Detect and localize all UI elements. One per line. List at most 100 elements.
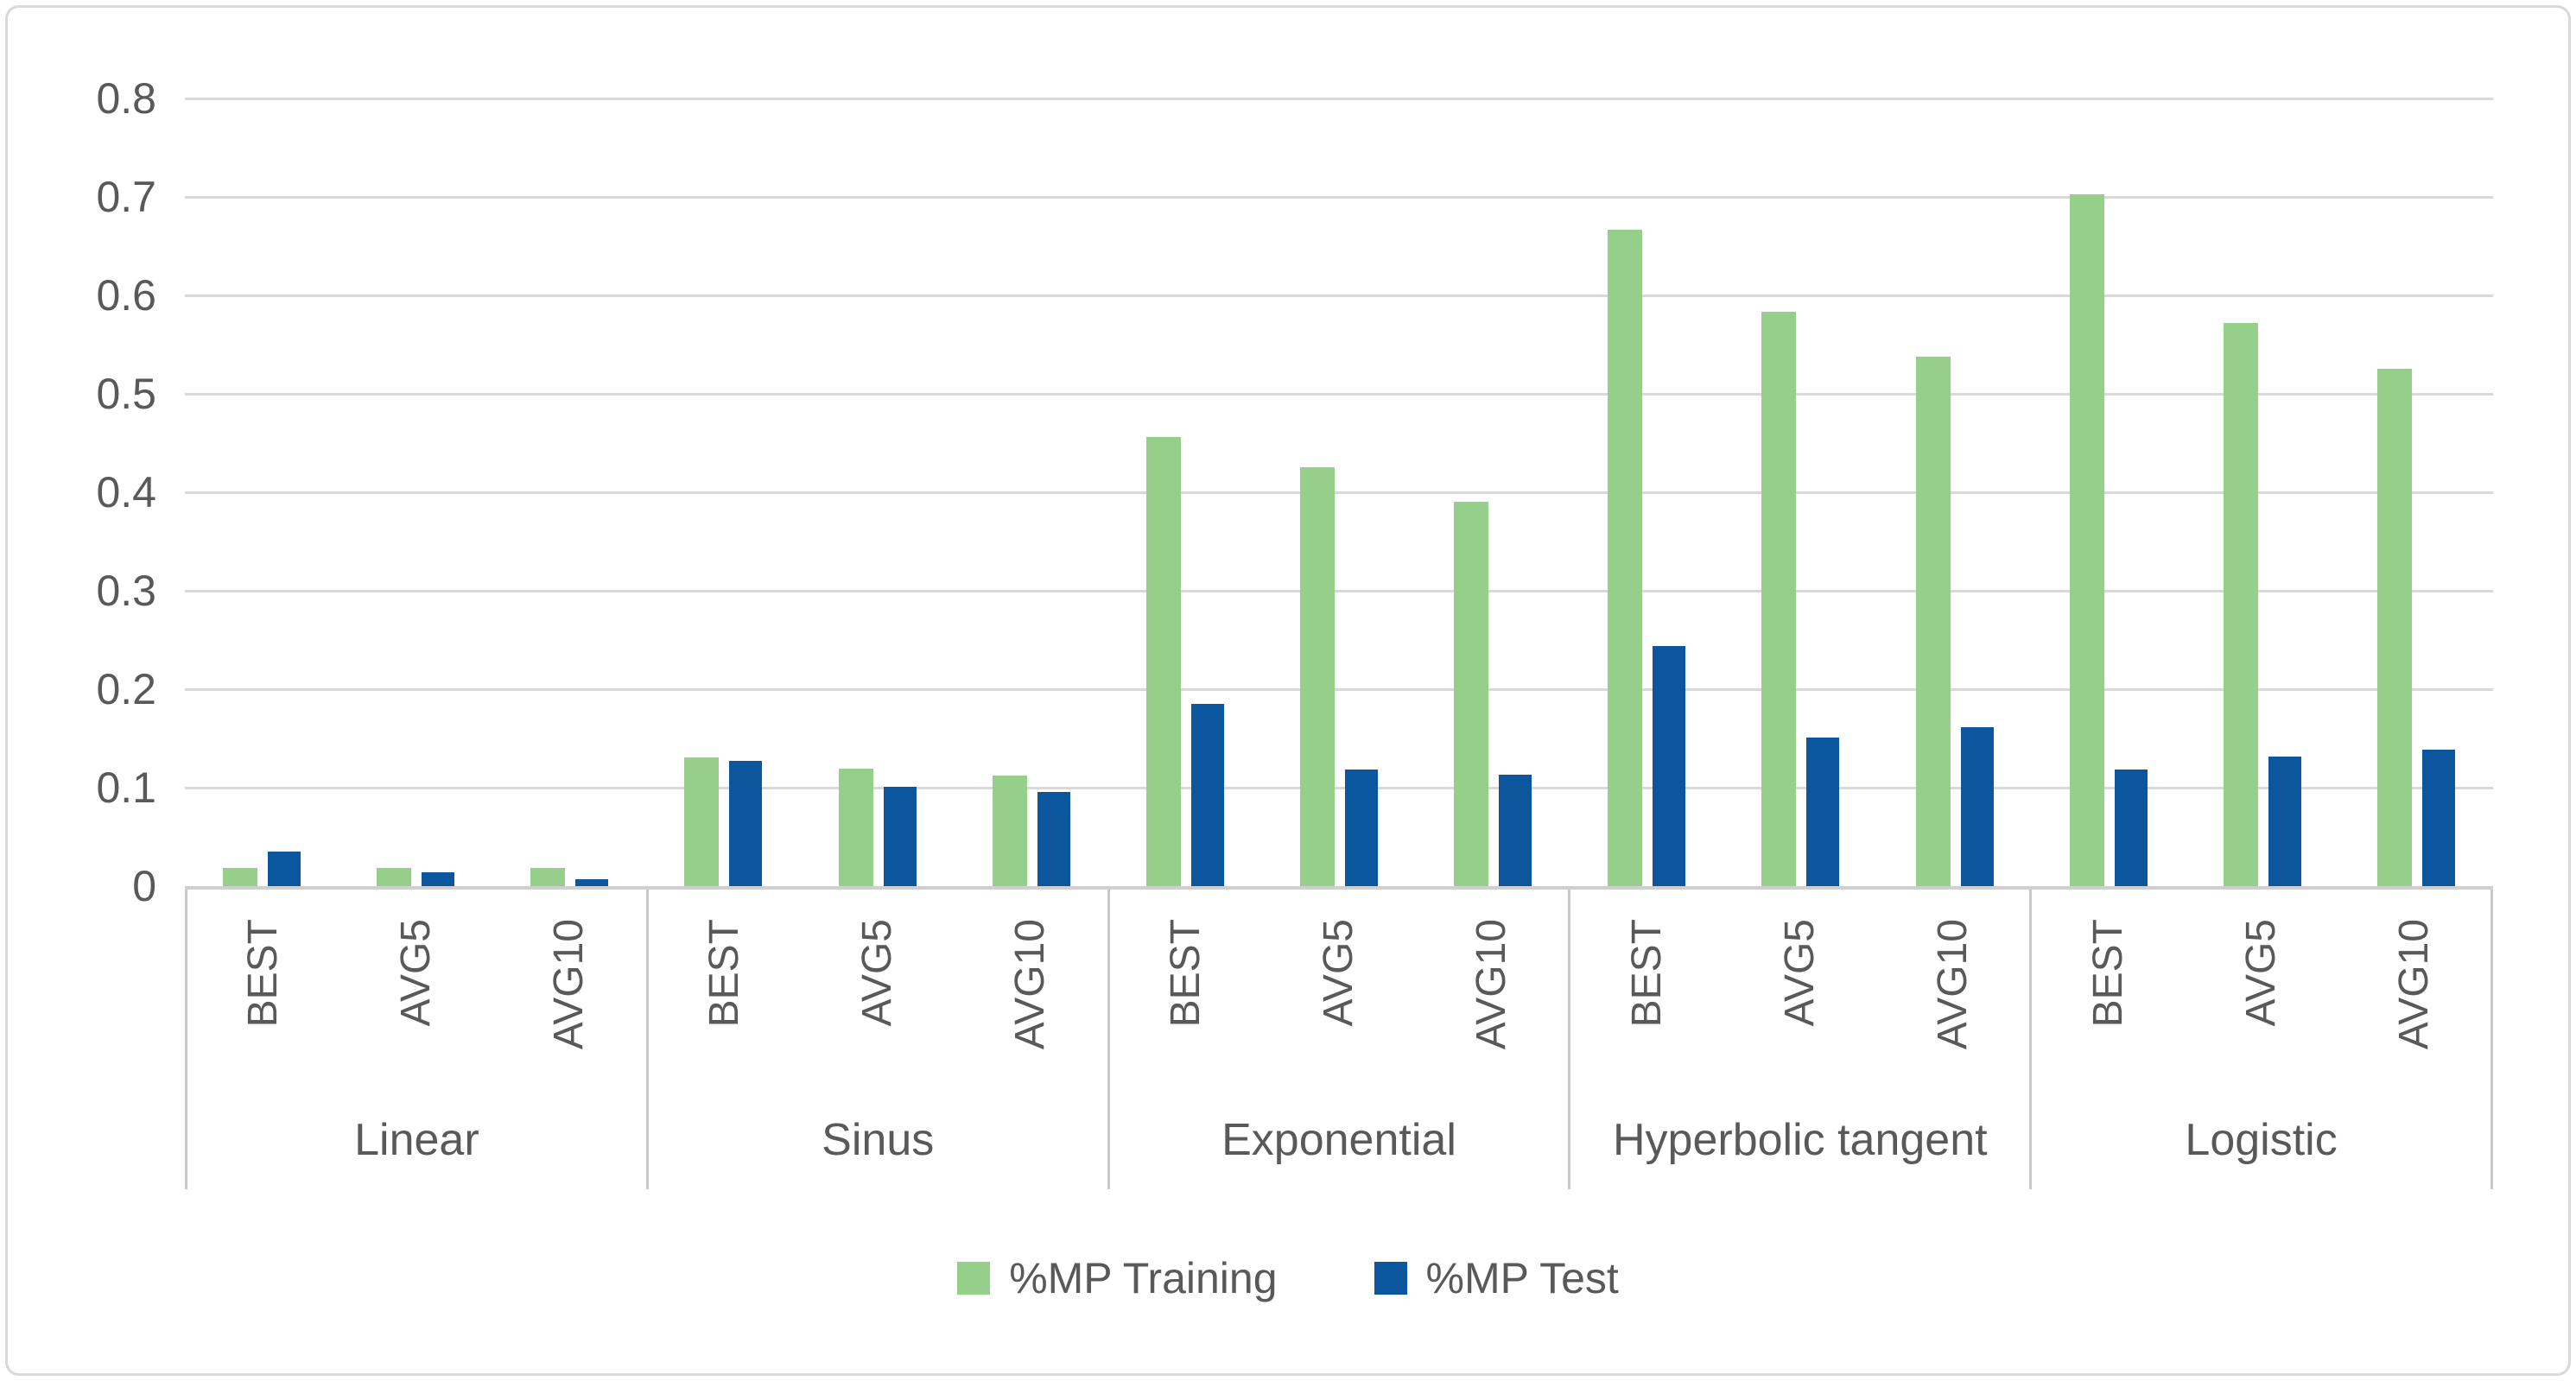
group-column-logistic: BEST AVG5 AVG10 Logistic xyxy=(2029,890,2493,1189)
bar-test-linear-avg10 xyxy=(575,879,609,886)
y-axis-tick-label-0.2: 0.2 xyxy=(96,665,156,713)
gridline-0.2 xyxy=(185,687,2493,691)
category-cell: AVG10 xyxy=(955,890,1107,1090)
category-cell: BEST xyxy=(1110,890,1263,1090)
bar-test-hyperbolic-tangent-avg10 xyxy=(1960,727,1994,886)
bar-test-exponential-avg5 xyxy=(1345,770,1379,886)
category-label-row: BEST AVG5 AVG10 xyxy=(649,890,1107,1090)
bar-training-linear-avg5 xyxy=(377,868,412,886)
gridline-0.7 xyxy=(185,195,2493,199)
bar-training-logistic-avg10 xyxy=(2377,369,2413,886)
bar-test-logistic-best xyxy=(2114,770,2148,886)
bar-cell-logistic-best xyxy=(2032,98,2186,886)
category-label-row: BEST AVG5 AVG10 xyxy=(1110,890,1569,1090)
bar-test-logistic-avg10 xyxy=(2422,750,2456,886)
category-label-avg10: AVG10 xyxy=(2390,919,2437,1050)
group-label-sinus: Sinus xyxy=(822,1114,935,1165)
category-label-best: BEST xyxy=(2084,919,2131,1028)
bar-test-logistic-avg5 xyxy=(2268,757,2301,886)
bar-test-hyperbolic-tangent-avg5 xyxy=(1806,738,1840,886)
group-column-linear: BEST AVG5 AVG10 Linear xyxy=(185,890,646,1189)
bar-training-sinus-avg5 xyxy=(838,769,873,886)
legend-item-training: %MP Training xyxy=(957,1253,1278,1303)
category-cell: BEST xyxy=(187,890,340,1090)
category-label-avg5: AVG5 xyxy=(854,919,901,1027)
bar-cell-exponential-best xyxy=(1108,98,1262,886)
category-label-row: BEST AVG5 AVG10 xyxy=(1570,890,2029,1090)
training-series-swatch xyxy=(957,1262,991,1295)
y-axis-tick-label-0.6: 0.6 xyxy=(96,271,156,320)
bar-cell-exponential-avg5 xyxy=(1262,98,1416,886)
category-cell: AVG5 xyxy=(802,890,955,1090)
bar-test-sinus-avg10 xyxy=(1037,792,1070,886)
group-column-exponential: BEST AVG5 AVG10 Exponential xyxy=(1107,890,1569,1189)
category-cell: AVG10 xyxy=(2338,890,2490,1090)
category-label-row: BEST AVG5 AVG10 xyxy=(2032,890,2490,1090)
bar-training-exponential-avg5 xyxy=(1300,467,1336,886)
x-axis-category-band: BEST AVG5 AVG10 Linear BEST AVG5 AVG10 Sinus BES… xyxy=(185,890,2493,1189)
category-label-avg10: AVG10 xyxy=(1468,919,1514,1050)
bar-cell-sinus-avg5 xyxy=(801,98,955,886)
legend-label-training: %MP Training xyxy=(1009,1254,1278,1302)
group-label-exponential: Exponential xyxy=(1221,1114,1456,1165)
category-label-best: BEST xyxy=(1623,919,1670,1028)
bar-cell-linear-avg5 xyxy=(339,98,492,886)
y-axis-tick-label-0: 0 xyxy=(132,862,156,910)
y-axis-tick-label-0.4: 0.4 xyxy=(96,468,156,516)
category-label-avg5: AVG5 xyxy=(1316,919,1361,1027)
bar-cell-hyperbolic-tangent-best xyxy=(1570,98,1723,886)
category-cell: AVG5 xyxy=(1263,890,1416,1090)
bar-training-exponential-avg10 xyxy=(1454,502,1489,886)
bar-cell-hyperbolic-tangent-avg5 xyxy=(1723,98,1877,886)
bar-training-sinus-avg10 xyxy=(992,776,1027,886)
legend-label-test: %MP Test xyxy=(1425,1254,1619,1302)
gridline-0.4 xyxy=(185,491,2493,494)
category-cell: AVG5 xyxy=(2185,890,2338,1090)
bar-test-exponential-avg10 xyxy=(1499,775,1532,886)
category-cell: AVG5 xyxy=(340,890,493,1090)
gridline-0.8 xyxy=(185,97,2493,100)
gridline-0.3 xyxy=(185,589,2493,592)
bar-training-linear-avg10 xyxy=(530,868,566,886)
y-axis: 0 0.1 0.2 0.3 0.4 0.5 0.6 0.7 0.8 xyxy=(8,74,156,910)
bar-chart-frame: 0 0.1 0.2 0.3 0.4 0.5 0.6 0.7 0.8 BEST AVG5 AVG10 L… xyxy=(5,5,2571,1376)
bar-cell-logistic-avg5 xyxy=(2186,98,2339,886)
category-cell: AVG10 xyxy=(493,890,646,1090)
group-name-row: Linear xyxy=(187,1090,646,1189)
gridline-0.6 xyxy=(185,294,2493,297)
category-label-avg10: AVG10 xyxy=(1929,919,1976,1050)
group-name-row: Hyperbolic tangent xyxy=(1570,1090,2029,1189)
group-name-row: Exponential xyxy=(1110,1090,1569,1189)
category-label-avg5: AVG5 xyxy=(393,919,440,1027)
bar-test-exponential-best xyxy=(1190,704,1224,886)
bar-cell-logistic-avg10 xyxy=(2339,98,2493,886)
bar-training-sinus-best xyxy=(684,757,720,886)
category-label-best: BEST xyxy=(1163,919,1209,1028)
category-cell: BEST xyxy=(2032,890,2185,1090)
bar-cell-sinus-avg10 xyxy=(955,98,1108,886)
category-cell: AVG10 xyxy=(1876,890,2029,1090)
gridline-0.5 xyxy=(185,392,2493,396)
bar-test-linear-avg5 xyxy=(422,872,455,886)
bar-cell-sinus-best xyxy=(646,98,800,886)
legend: %MP Training %MP Test xyxy=(8,1253,2568,1303)
category-cell: BEST xyxy=(649,890,802,1090)
group-name-row: Sinus xyxy=(649,1090,1107,1189)
category-label-avg5: AVG5 xyxy=(1776,919,1823,1027)
legend-item-test: %MP Test xyxy=(1374,1253,1619,1303)
bar-training-exponential-best xyxy=(1145,437,1181,886)
bar-training-logistic-best xyxy=(2069,194,2104,886)
category-label-row: BEST AVG5 AVG10 xyxy=(187,890,646,1090)
group-label-logistic: Logistic xyxy=(2185,1114,2338,1165)
category-label-avg5: AVG5 xyxy=(2237,919,2284,1027)
group-column-sinus: BEST AVG5 AVG10 Sinus xyxy=(645,890,1107,1189)
bar-test-linear-best xyxy=(268,852,301,886)
test-series-swatch xyxy=(1374,1262,1407,1295)
group-name-row: Logistic xyxy=(2032,1090,2490,1189)
bar-cell-linear-avg10 xyxy=(492,98,646,886)
category-cell: BEST xyxy=(1570,890,1723,1090)
bar-test-sinus-best xyxy=(729,761,763,886)
group-label-linear: Linear xyxy=(354,1114,479,1165)
plot-area xyxy=(185,97,2493,890)
